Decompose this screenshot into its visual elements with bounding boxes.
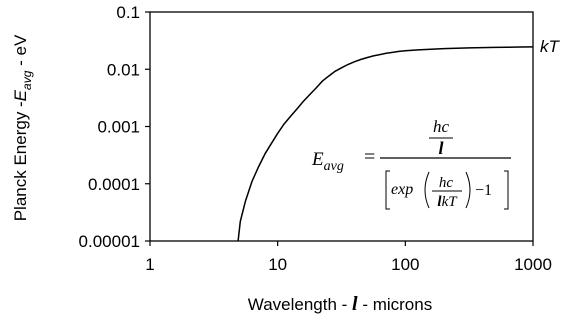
y-axis-title-symbol: E [11,89,30,101]
y-axis-title-suffix: - eV [11,34,30,71]
y-axis-ticks [145,11,150,242]
equation-annotation: Eavg = hc l exp hc lkT −1 [311,117,511,210]
equation-exp: exp [391,181,413,198]
equation-inner-bottom: lkT [437,194,458,210]
x-axis-ticks [149,241,534,246]
equation-numerator-top: hc [433,117,450,136]
y-tick-label: 0.01 [107,60,140,79]
y-tick-label: 0.00001 [79,232,140,251]
x-tick-label: 10 [268,255,287,274]
y-axis-tick-labels: 0.00001 0.0001 0.001 0.01 0.1 [79,3,140,251]
x-axis-tick-labels: 1 10 100 1000 [145,255,552,274]
equation-inner-bottom-symbol: l [437,194,442,210]
x-tick-label: 1 [145,255,154,274]
equation-lhs-symbol: E [311,149,324,170]
equation-equals: = [364,146,375,168]
equation-inner-top: hc [439,175,454,191]
plot-area [149,11,534,242]
y-axis-title-subscript: avg [20,70,34,90]
y-axis-title: Planck Energy -Eavg - eV [11,34,34,221]
equation-minus-one: −1 [475,182,492,199]
series-label-kt: kT [540,37,561,56]
x-tick-label: 1000 [514,255,552,274]
equation-inner-bottom-kt: kT [442,194,459,210]
x-tick-label: 100 [391,255,419,274]
equation-right-bracket [504,170,509,210]
y-axis-title-prefix: Planck Energy - [11,101,30,221]
equation-left-paren [424,171,430,209]
x-axis-title-prefix: Wavelength - [248,295,352,314]
x-axis-title-suffix: - microns [358,295,433,314]
y-tick-label: 0.1 [116,3,140,22]
equation-numerator-bottom: l [438,138,443,158]
y-tick-label: 0.0001 [88,175,140,194]
equation-lhs: Eavg [311,149,344,174]
kt-series-line [237,46,534,242]
equation-left-bracket [385,170,390,210]
equation-right-paren [465,171,471,209]
x-axis-title: Wavelength - l - microns [248,293,432,315]
x-axis-title-symbol: l [352,293,358,315]
y-tick-label: 0.001 [97,118,140,137]
equation-lhs-subscript: avg [324,159,344,174]
